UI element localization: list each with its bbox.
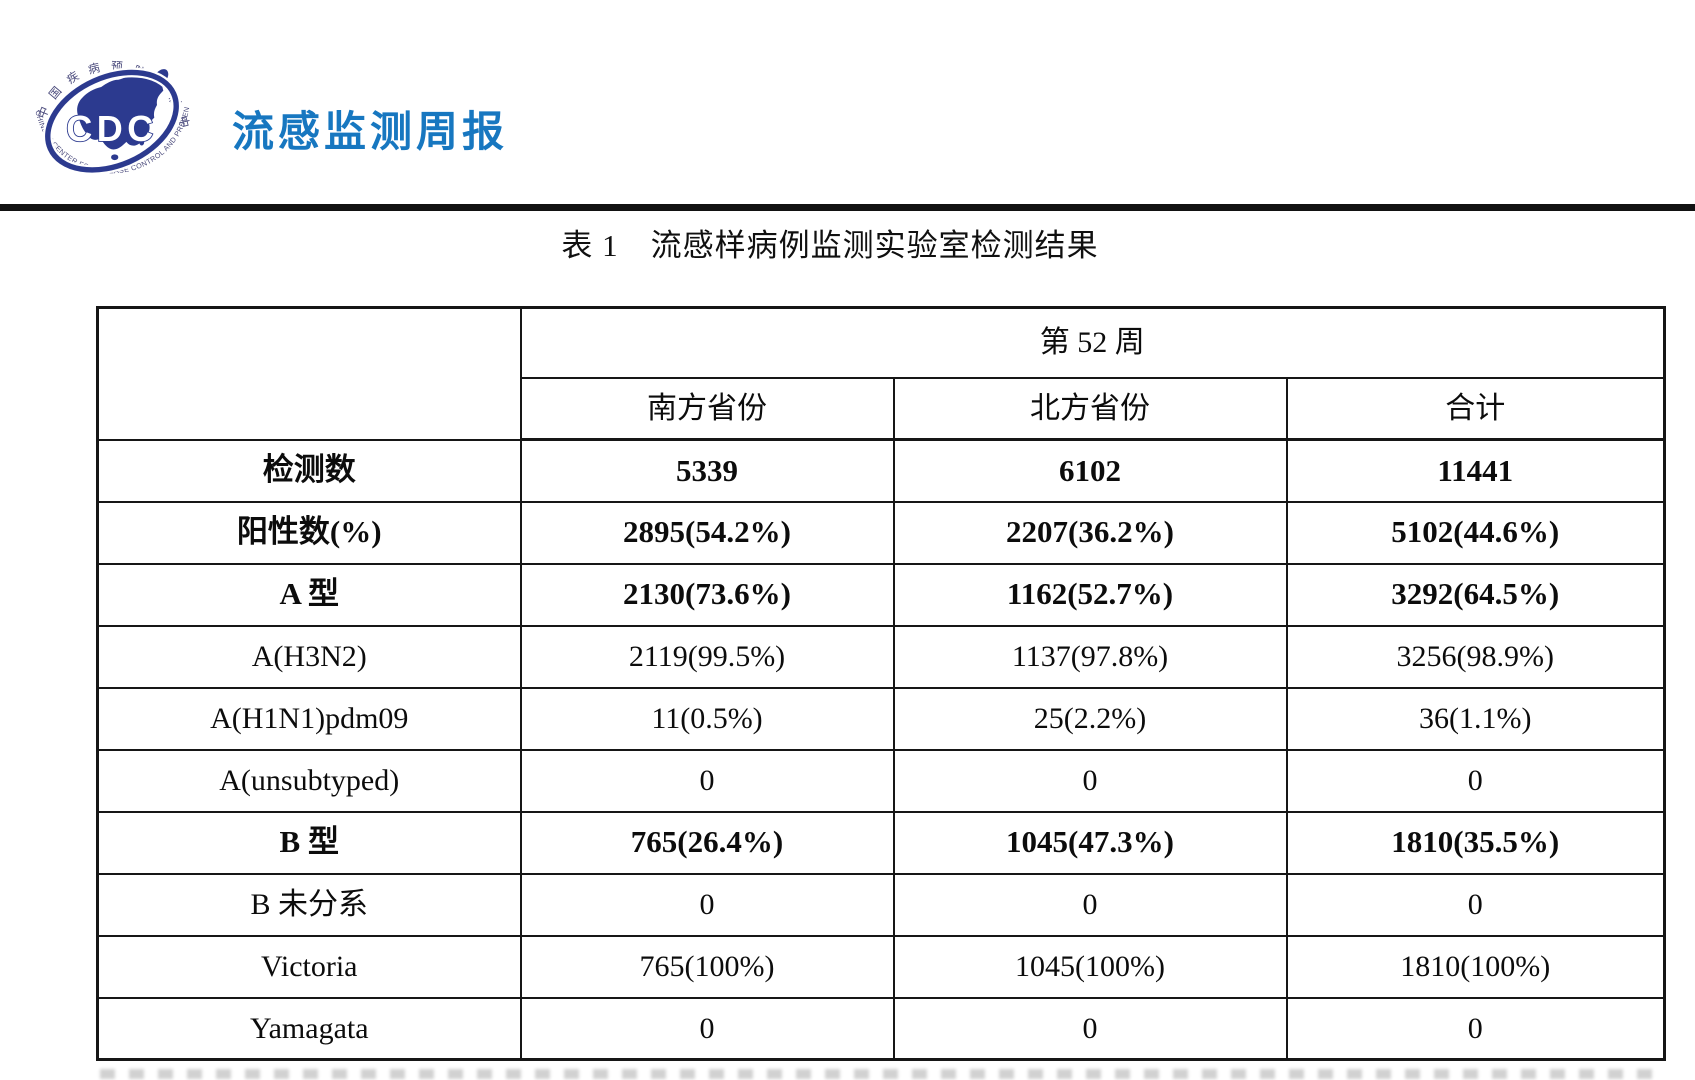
taiwan-island-icon (139, 138, 145, 146)
row-value: 11441 (1285, 438, 1666, 503)
row-value: 0 (1285, 872, 1666, 937)
row-value: 765(26.4%) (519, 810, 895, 875)
row-label: A(unsubtyped) (96, 748, 522, 813)
row-value: 0 (1285, 996, 1666, 1061)
table-row-victoria: Victoria 765(100%) 1045(100%) 1810(100%) (96, 934, 1666, 999)
row-value: 3256(98.9%) (1285, 624, 1666, 689)
row-value: 5339 (519, 438, 895, 503)
table-row-a-unsubtyped: A(unsubtyped) 0 0 0 (96, 748, 1666, 813)
row-value: 1162(52.7%) (892, 562, 1288, 627)
row-label: Victoria (96, 934, 522, 999)
row-label: 阳性数(%) (96, 500, 522, 565)
week-header-row: 第 52 周 (96, 306, 1666, 441)
row-label: B 未分系 (96, 872, 522, 937)
table-row-h1n1pdm09: A(H1N1)pdm09 11(0.5%) 25(2.2%) 36(1.1%) (96, 686, 1666, 751)
row-value: 2207(36.2%) (892, 500, 1288, 565)
table-row-tested: 检测数 5339 6102 11441 (96, 438, 1666, 503)
row-label: A(H3N2) (96, 624, 522, 689)
table-row-positive: 阳性数(%) 2895(54.2%) 2207(36.2%) 5102(44.6… (96, 500, 1666, 565)
row-label: A(H1N1)pdm09 (96, 686, 522, 751)
row-value: 2895(54.2%) (519, 500, 895, 565)
row-value: 3292(64.5%) (1285, 562, 1666, 627)
row-value: 5102(44.6%) (1285, 500, 1666, 565)
row-value: 1045(100%) (892, 934, 1288, 999)
cdc-logo-svg: 中国疾病预防控制中心 CHINESE CENTER FOR DISEASE CO… (16, 14, 192, 175)
orbit-ellipse-icon (45, 69, 179, 173)
row-value: 36(1.1%) (1285, 686, 1666, 751)
row-value: 0 (892, 872, 1288, 937)
table-row-type-b: B 型 765(26.4%) 1045(47.3%) 1810(35.5%) (96, 810, 1666, 875)
table-row-yamagata: Yamagata 0 0 0 (96, 996, 1666, 1061)
row-value: 6102 (892, 438, 1288, 503)
cutoff-text-strip (100, 1069, 1658, 1079)
row-value: 0 (519, 748, 895, 813)
row-label: A 型 (96, 562, 522, 627)
china-map-icon (77, 69, 169, 150)
row-value: 0 (519, 996, 895, 1061)
row-label: 检测数 (96, 438, 522, 503)
hainan-island-icon (111, 154, 119, 161)
header-divider-rule (0, 204, 1695, 211)
results-table: 第 52 周 南方省份 北方省份 合计 检测数 5339 6102 11441 … (96, 306, 1667, 1061)
col-header-north: 北方省份 (892, 376, 1288, 441)
row-value: 1810(35.5%) (1285, 810, 1666, 875)
row-value: 1045(47.3%) (892, 810, 1288, 875)
col-header-total: 合计 (1285, 376, 1666, 441)
row-label: B 型 (96, 810, 522, 875)
cdc-logo: 中国疾病预防控制中心 CHINESE CENTER FOR DISEASE CO… (16, 14, 202, 204)
table-row-b-unlineaged: B 未分系 0 0 0 (96, 872, 1666, 937)
row-value: 2130(73.6%) (519, 562, 895, 627)
table-row-h3n2: A(H3N2) 2119(99.5%) 1137(97.8%) 3256(98.… (96, 624, 1666, 689)
row-value: 1810(100%) (1285, 934, 1666, 999)
row-value: 0 (892, 748, 1288, 813)
row-value: 1137(97.8%) (892, 624, 1288, 689)
logo-cdc-text: CDC (66, 108, 158, 149)
table-caption: 表 1 流感样病例监测实验室检测结果 (561, 228, 1099, 263)
row-value: 2119(99.5%) (519, 624, 895, 689)
week-header-cell: 第 52 周 (519, 306, 1666, 379)
row-value: 25(2.2%) (892, 686, 1288, 751)
report-title: 流感监测周报 (232, 108, 509, 155)
row-value: 765(100%) (519, 934, 895, 999)
empty-corner-cell (96, 306, 522, 441)
table-row-type-a: A 型 2130(73.6%) 1162(52.7%) 3292(64.5%) (96, 562, 1666, 627)
row-value: 0 (892, 996, 1288, 1061)
col-header-south: 南方省份 (519, 376, 895, 441)
row-value: 0 (519, 872, 895, 937)
column-header-row: 南方省份 北方省份 合计 (98, 376, 1666, 441)
row-value: 0 (1285, 748, 1666, 813)
row-value: 11(0.5%) (519, 686, 895, 751)
row-label: Yamagata (96, 996, 522, 1061)
